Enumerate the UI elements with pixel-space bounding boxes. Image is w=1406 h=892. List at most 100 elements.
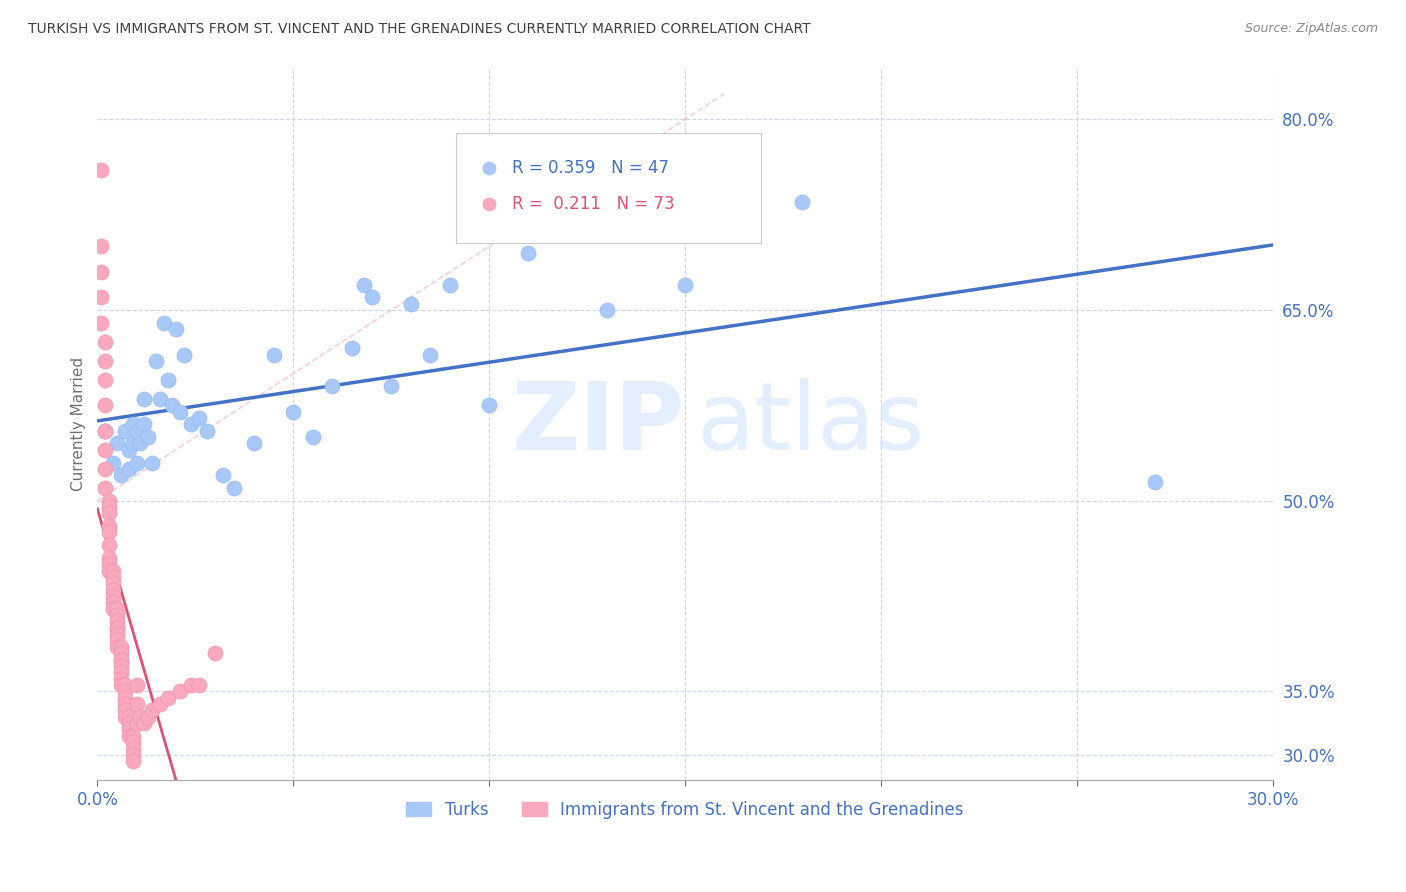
Point xyxy=(129,436,152,450)
Point xyxy=(156,690,179,705)
Point xyxy=(169,684,191,698)
Point xyxy=(121,436,143,450)
Point xyxy=(110,678,132,692)
Point xyxy=(134,417,156,432)
Point xyxy=(98,500,121,514)
Point xyxy=(114,424,136,438)
Point xyxy=(517,245,540,260)
Point xyxy=(360,290,382,304)
Point xyxy=(173,347,195,361)
Point xyxy=(94,334,117,349)
Point xyxy=(98,507,121,521)
Point xyxy=(105,615,128,629)
Point xyxy=(125,424,148,438)
Point xyxy=(90,239,112,253)
Y-axis label: Currently Married: Currently Married xyxy=(72,358,86,491)
Point xyxy=(419,347,441,361)
Point xyxy=(1143,475,1166,489)
Point xyxy=(153,316,176,330)
Point xyxy=(125,697,148,711)
Point xyxy=(121,747,143,762)
Point xyxy=(114,703,136,717)
Point xyxy=(110,652,132,666)
Point xyxy=(94,424,117,438)
Point xyxy=(101,582,124,597)
Point xyxy=(101,570,124,584)
Text: Source: ZipAtlas.com: Source: ZipAtlas.com xyxy=(1244,22,1378,36)
Point xyxy=(125,678,148,692)
Point xyxy=(90,163,112,178)
Point xyxy=(595,303,617,318)
Point xyxy=(399,296,422,310)
Point xyxy=(110,646,132,660)
Point xyxy=(98,493,121,508)
Point xyxy=(94,442,117,457)
Point xyxy=(110,640,132,654)
Point xyxy=(1391,36,1406,50)
Point xyxy=(156,373,179,387)
Point xyxy=(321,379,343,393)
FancyBboxPatch shape xyxy=(456,133,761,243)
Point xyxy=(94,481,117,495)
Point xyxy=(134,716,156,731)
Point xyxy=(169,405,191,419)
Point xyxy=(263,347,285,361)
Point xyxy=(180,417,202,432)
Point xyxy=(110,468,132,483)
Point xyxy=(301,430,323,444)
Point xyxy=(673,277,696,292)
Point xyxy=(110,672,132,686)
Point xyxy=(105,608,128,623)
Point xyxy=(101,589,124,603)
Point xyxy=(98,538,121,552)
Point xyxy=(118,729,141,743)
Point xyxy=(101,576,124,591)
Point xyxy=(118,723,141,737)
Point xyxy=(204,646,226,660)
Point xyxy=(98,550,121,565)
Point xyxy=(105,436,128,450)
Text: ZIP: ZIP xyxy=(512,378,685,470)
Point xyxy=(114,678,136,692)
Text: TURKISH VS IMMIGRANTS FROM ST. VINCENT AND THE GRENADINES CURRENTLY MARRIED CORR: TURKISH VS IMMIGRANTS FROM ST. VINCENT A… xyxy=(28,22,811,37)
Legend: Turks, Immigrants from St. Vincent and the Grenadines: Turks, Immigrants from St. Vincent and t… xyxy=(399,794,970,825)
Point xyxy=(101,564,124,578)
Point xyxy=(114,690,136,705)
Point xyxy=(105,633,128,648)
Point xyxy=(105,640,128,654)
Point xyxy=(94,462,117,476)
Point xyxy=(98,558,121,572)
Point xyxy=(380,379,402,393)
Point xyxy=(118,462,141,476)
Point xyxy=(1391,100,1406,114)
Point xyxy=(121,417,143,432)
Point xyxy=(224,481,246,495)
Point xyxy=(180,678,202,692)
Point xyxy=(114,684,136,698)
Point xyxy=(118,716,141,731)
Point xyxy=(283,405,305,419)
Point xyxy=(165,322,187,336)
Point xyxy=(478,398,501,412)
Point xyxy=(105,621,128,635)
Point xyxy=(98,525,121,540)
Point xyxy=(125,456,148,470)
Point xyxy=(136,430,159,444)
Text: atlas: atlas xyxy=(697,378,925,470)
Point xyxy=(94,398,117,412)
Point xyxy=(141,456,163,470)
Point xyxy=(149,697,172,711)
Point xyxy=(110,665,132,680)
Point xyxy=(105,601,128,615)
Text: R = 0.359   N = 47: R = 0.359 N = 47 xyxy=(512,159,669,178)
Point xyxy=(110,659,132,673)
Point xyxy=(105,627,128,641)
Point xyxy=(353,277,375,292)
Point xyxy=(101,601,124,615)
Point xyxy=(114,710,136,724)
Point xyxy=(792,194,814,209)
Point xyxy=(98,519,121,533)
Point xyxy=(211,468,233,483)
Point xyxy=(98,564,121,578)
Point xyxy=(105,621,128,635)
